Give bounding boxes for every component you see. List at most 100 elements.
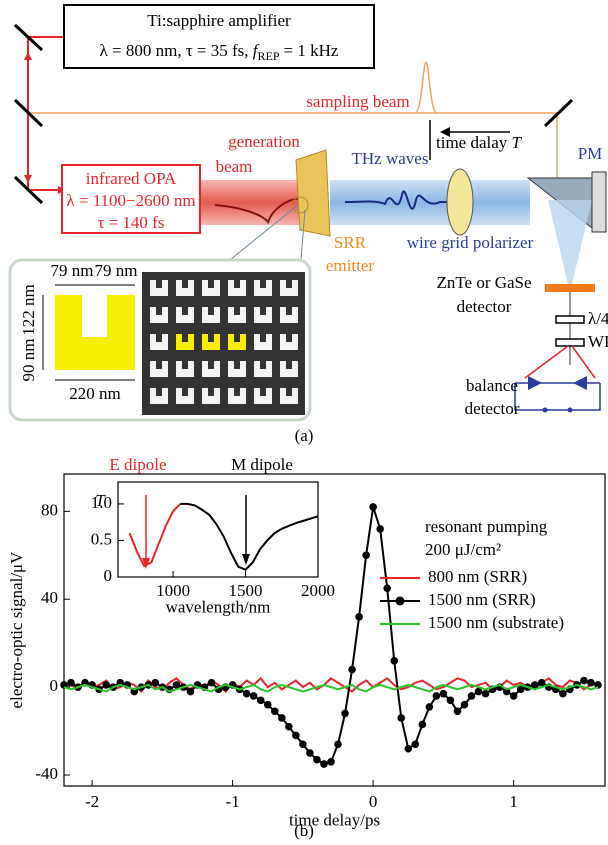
y-tick-label: -40 bbox=[35, 764, 58, 783]
beam-split bbox=[524, 345, 569, 379]
annotation: M dipole bbox=[231, 455, 293, 474]
srr-cell bbox=[254, 388, 272, 404]
data-point bbox=[334, 740, 342, 749]
balance-label: detector bbox=[465, 399, 520, 418]
srr-cell bbox=[202, 280, 220, 296]
mirror bbox=[13, 23, 44, 52]
data-point bbox=[460, 700, 469, 709]
y-axis-label: electro-optic signal/μV bbox=[7, 551, 26, 709]
dimension-label: 220 nm bbox=[69, 384, 120, 403]
x-axis-label: time delay/ps bbox=[289, 811, 380, 830]
dimension-label: 79 nm bbox=[51, 261, 94, 280]
srr-unit bbox=[55, 295, 135, 370]
srr-cell bbox=[254, 361, 272, 377]
srr-cell bbox=[254, 280, 272, 296]
srr-cell bbox=[228, 280, 246, 296]
balance-label: balance bbox=[466, 376, 518, 395]
series-line bbox=[128, 503, 182, 568]
mirror bbox=[13, 175, 44, 205]
data-point bbox=[249, 692, 258, 700]
srr-cell bbox=[228, 334, 246, 350]
waveplate-label: WP bbox=[588, 332, 608, 351]
srr-cell bbox=[202, 361, 220, 377]
data-point bbox=[292, 731, 300, 740]
dimension-label: 90 nm bbox=[19, 339, 38, 382]
amplifier-params: λ = 800 nm, τ = 35 fs, fREP = 1 kHz bbox=[100, 41, 339, 63]
opa-box bbox=[61, 164, 201, 234]
arrow bbox=[242, 554, 250, 565]
data-point bbox=[362, 551, 370, 560]
data-point bbox=[453, 707, 462, 716]
data-point bbox=[509, 692, 518, 700]
diode bbox=[528, 376, 542, 390]
data-point bbox=[537, 678, 546, 687]
data-point bbox=[242, 689, 251, 698]
series-line bbox=[63, 683, 599, 693]
x-tick-label: -1 bbox=[226, 792, 240, 811]
srr-cell bbox=[280, 280, 298, 296]
waveplate-label: λ/4 bbox=[588, 309, 608, 328]
data-point bbox=[432, 692, 441, 700]
y-tick-label: 1.0 bbox=[91, 493, 112, 512]
data-point bbox=[263, 700, 272, 709]
opa-label: τ = 140 fs bbox=[98, 213, 165, 232]
legend-title: 200 μJ/cm² bbox=[425, 540, 501, 559]
data-point bbox=[207, 678, 216, 687]
data-point bbox=[383, 584, 391, 593]
data-point bbox=[67, 678, 75, 687]
legend-marker bbox=[395, 596, 405, 606]
detector-label: detector bbox=[457, 297, 512, 316]
x-tick-label: -2 bbox=[85, 792, 99, 811]
setup-diagram: Ti:sapphire amplifier λ = 800 nm, τ = 35… bbox=[8, 4, 608, 445]
inset-chart: 1000 1500 2000 0 0.5 1.0 wavelength/nm TE dipol… bbox=[91, 455, 335, 617]
data-point bbox=[530, 681, 539, 689]
srr-emitter bbox=[295, 149, 331, 237]
data-point bbox=[481, 689, 490, 698]
srr-cell bbox=[280, 334, 298, 350]
wollaston bbox=[555, 338, 585, 347]
srr-cell bbox=[150, 388, 168, 404]
terminal bbox=[567, 407, 573, 413]
param: REP bbox=[258, 49, 280, 63]
srr-cell bbox=[176, 334, 194, 350]
beam-split bbox=[571, 345, 596, 379]
diode bbox=[573, 376, 587, 390]
arrow bbox=[142, 558, 150, 569]
data-point bbox=[467, 692, 476, 700]
data-point bbox=[313, 755, 321, 764]
data-point bbox=[320, 760, 328, 768]
srr-cell bbox=[176, 361, 194, 377]
y-tick-label: 80 bbox=[41, 500, 58, 519]
data-point bbox=[425, 703, 434, 711]
text: time dalay bbox=[436, 133, 508, 152]
thz-label: THz waves bbox=[352, 149, 429, 168]
time-delay-label: time dalay T bbox=[436, 133, 523, 152]
srr-cell bbox=[254, 307, 272, 323]
data-point bbox=[390, 656, 399, 665]
generation-label: generation bbox=[228, 132, 300, 151]
mount bbox=[591, 171, 607, 233]
pulse bbox=[414, 61, 438, 114]
arrow bbox=[24, 52, 32, 60]
y-tick-label: 0.5 bbox=[91, 529, 112, 548]
detector-crystal bbox=[545, 284, 595, 292]
mirror bbox=[543, 98, 574, 128]
srr-cell bbox=[176, 280, 194, 296]
data-point bbox=[348, 665, 356, 674]
data-point bbox=[102, 681, 110, 689]
srr-cell bbox=[280, 307, 298, 323]
arrow bbox=[24, 175, 32, 183]
legend-title: resonant pumping bbox=[425, 517, 548, 536]
waveplate bbox=[555, 315, 585, 324]
srr-cell bbox=[202, 388, 220, 404]
polarizer bbox=[446, 168, 474, 236]
ir-pulse bbox=[214, 197, 301, 225]
circuit bbox=[514, 383, 601, 411]
caption: (a) bbox=[295, 426, 314, 445]
spot bbox=[291, 196, 309, 214]
y-tick-label: 40 bbox=[41, 588, 58, 607]
data-point bbox=[411, 740, 420, 749]
srr-cell bbox=[228, 388, 246, 404]
data-point bbox=[270, 707, 279, 716]
